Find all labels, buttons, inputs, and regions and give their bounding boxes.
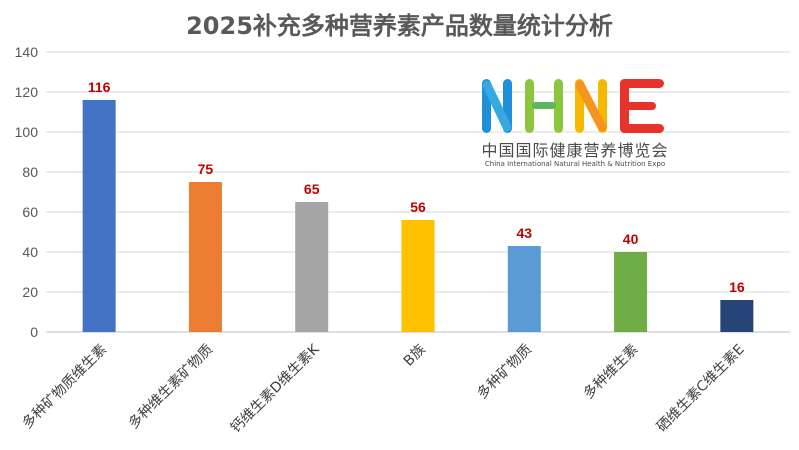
y-tick-label: 40 [22,244,38,260]
bar [82,100,116,332]
x-tick-label: 多种矿物质 [474,341,536,403]
data-label: 56 [410,199,426,215]
nhne-logo: 中国国际健康营养博览会 China International Natural … [480,75,670,175]
chart-title: 2025补充多种营养素产品数量统计分析 [186,12,613,40]
y-tick-label: 20 [22,284,38,300]
x-tick-label: 钙维生素D维生素K [228,341,323,436]
logo-english-text: China International Natural Health & Nut… [484,160,666,168]
y-tick-label: 140 [15,44,39,60]
logo-chinese-text: 中国国际健康营养博览会 [481,141,669,160]
y-tick-label: 100 [15,124,39,140]
data-label: 75 [198,161,214,177]
data-label: 40 [623,231,639,247]
bar [507,246,541,332]
nhne-wordmark-icon [482,79,664,133]
x-tick-label: B族 [401,342,429,370]
y-tick-label: 80 [22,164,38,180]
data-label: 16 [729,279,745,295]
y-tick-label: 0 [30,324,38,340]
x-tick-label: 多种维生素矿物质 [125,341,216,432]
bar [614,252,648,332]
data-label: 116 [88,79,111,95]
bar [188,182,222,332]
y-tick-label: 120 [15,84,39,100]
bar [295,202,329,332]
bar [720,300,754,332]
x-tick-label: 多种维生素 [580,341,642,403]
bar [401,220,435,332]
data-label: 43 [516,225,532,241]
x-tick-label: 硒维生素C维生素E [654,342,748,436]
y-tick-label: 60 [22,204,38,220]
data-label: 65 [304,181,320,197]
x-tick-label: 多种矿物质维生素 [19,341,110,432]
